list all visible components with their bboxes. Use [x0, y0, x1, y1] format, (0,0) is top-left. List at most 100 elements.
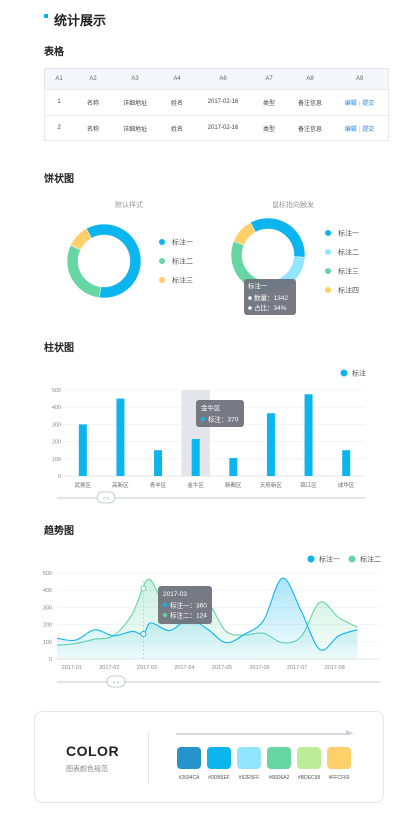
legend-marker [325, 287, 331, 293]
table-section-title: 表格 [44, 47, 64, 58]
color-swatch-label: #FFCF69 [328, 775, 350, 781]
tooltip-line: 标注一：360 [170, 601, 207, 610]
bar-tooltip [196, 400, 244, 427]
x-tick-label: 锦江区 [300, 481, 317, 489]
legend-label: 标注二 [338, 248, 359, 257]
table-cell: 1 [57, 99, 61, 105]
pie-slice [233, 222, 256, 246]
tooltip-title: 金牛区 [201, 403, 221, 412]
y-tick-label: 100 [52, 457, 61, 463]
color-swatch-label: #2694CA [178, 775, 200, 781]
legend-marker [340, 369, 348, 377]
column-header: A7 [265, 76, 273, 82]
x-tick-label: 青羊区 [150, 481, 167, 489]
y-tick-label: 0 [49, 657, 52, 663]
x-tick-label: 金牛区 [187, 481, 204, 489]
x-tick-label: 2017-06 [249, 665, 269, 671]
column-header: A6 [219, 76, 227, 82]
y-tick-label: 200 [52, 440, 61, 446]
y-tick-label: 400 [52, 405, 61, 411]
pie-slice [66, 244, 101, 298]
data-table: A1 A2 A3 A4 A6 A7 A8 A9 1 名称 详细地址 姓名 201… [44, 68, 389, 141]
submit-link[interactable]: 提交 [362, 100, 375, 107]
x-tick-label: 2017-03 [137, 665, 157, 671]
x-tick-label: 新都区 [225, 481, 242, 489]
bar [266, 413, 275, 476]
table-cell: 详细地址 [122, 126, 147, 133]
pie-slice [70, 228, 92, 251]
x-tick-label: 2017-04 [174, 665, 194, 671]
table-cell: 备注信息 [297, 100, 322, 107]
color-swatch-label: #BDEC98 [297, 775, 321, 781]
table-cell: 姓名 [170, 126, 183, 133]
arrow-decoration [176, 730, 354, 735]
y-tick-label: 200 [43, 623, 52, 629]
pie-slice [249, 217, 306, 258]
color-subtitle: 图表颜色规范 [66, 766, 108, 773]
column-header: A1 [55, 76, 63, 82]
legend-marker [325, 268, 331, 274]
bar [116, 398, 125, 476]
table-cell: 2017-02-16 [207, 125, 239, 131]
bar [191, 439, 200, 476]
edit-link[interactable]: 编辑 [344, 126, 357, 133]
legend-marker [307, 555, 315, 563]
x-tick-label: 武侯区 [75, 481, 92, 489]
legend-marker [159, 239, 165, 245]
tooltip-marker [248, 306, 252, 310]
legend-label: 标注 [352, 369, 366, 378]
color-swatch-label: #92E5FF [238, 775, 260, 781]
trend-section-title: 趋势图 [44, 526, 74, 537]
pie-tooltip [244, 279, 296, 315]
table-actions: 编辑 | 提交 [344, 126, 375, 133]
table-cell: 类型 [262, 100, 275, 107]
column-header: A9 [355, 76, 364, 82]
column-header: A4 [173, 76, 181, 82]
y-tick-label: 300 [52, 422, 61, 428]
column-header: A8 [306, 76, 314, 82]
table-cell: 2 [57, 125, 61, 131]
tooltip-marker [248, 296, 252, 300]
bar [78, 424, 87, 476]
tooltip-marker [163, 613, 167, 617]
color-title: COLOR [66, 743, 120, 759]
y-tick-label: 100 [43, 640, 52, 646]
tooltip-marker [163, 603, 167, 607]
bar [342, 450, 351, 476]
trend-chart: 标注一 标注二 0 100 200 300 400 500 2017-01 2017-02 2017… [43, 555, 381, 688]
bar [154, 450, 163, 476]
table-row: 2 名称 详细地址 姓名 2017-02-16 类型 备注信息 编辑 | 提交 [45, 115, 388, 141]
tooltip-title: 2017-03 [163, 591, 187, 598]
card-divider [148, 732, 149, 784]
column-header: A3 [131, 76, 139, 82]
table-actions: 编辑 | 提交 [344, 100, 375, 107]
title-marker [44, 14, 48, 18]
color-swatch [327, 747, 351, 769]
legend-label: 标注一 [319, 555, 340, 564]
column-header: A2 [89, 76, 97, 82]
table-cell: 名称 [86, 100, 99, 107]
legend-label: 标注二 [172, 257, 193, 266]
tooltip-line: 标注二：124 [170, 611, 207, 620]
legend-marker [159, 258, 165, 264]
color-swatch [237, 747, 261, 769]
y-tick-label: 300 [43, 605, 52, 611]
y-tick-label: 500 [43, 571, 52, 577]
x-tick-label: 天府新区 [260, 481, 283, 489]
color-swatch [207, 747, 231, 769]
series-area [57, 578, 358, 659]
tooltip-title: 标注一 [248, 281, 268, 290]
zoom-handle-glyph: ‹ › [103, 496, 109, 502]
submit-link[interactable]: 提交 [362, 126, 375, 133]
edit-link[interactable]: 编辑 [344, 100, 357, 107]
legend-marker [159, 277, 165, 283]
x-tick-label: 2017-08 [325, 665, 345, 671]
table-cell: 备注信息 [297, 126, 322, 133]
page-title: 统计展示 [54, 13, 107, 28]
hover-point [140, 631, 147, 638]
table-cell: 详细地址 [122, 100, 147, 107]
table-cell: 2017-02-16 [207, 99, 239, 105]
color-swatch [267, 747, 291, 769]
tooltip-line: 数量：1342 [254, 293, 288, 302]
